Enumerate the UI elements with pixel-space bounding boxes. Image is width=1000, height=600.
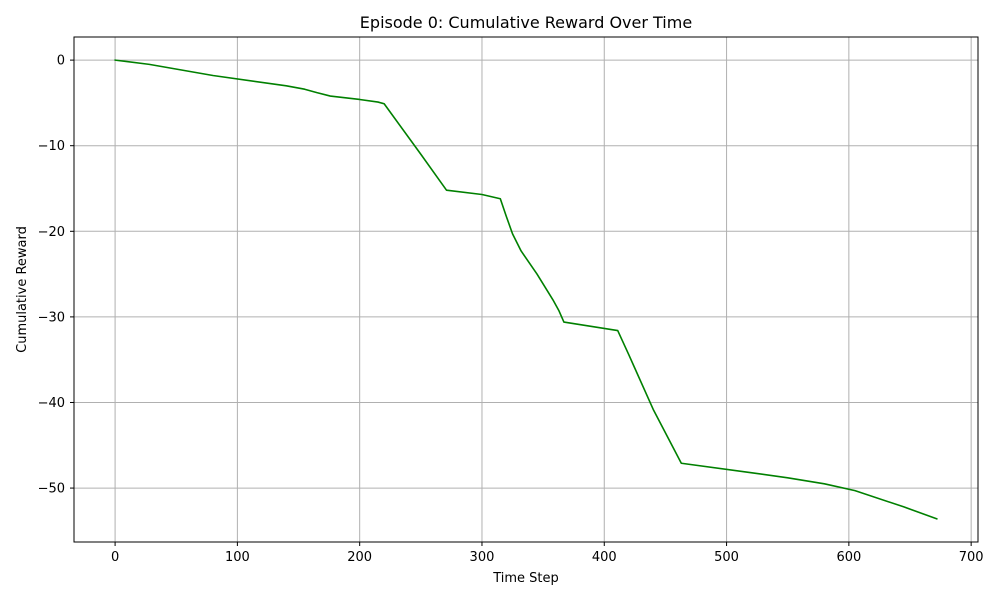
chart-title: Episode 0: Cumulative Reward Over Time bbox=[360, 13, 692, 32]
y-tick-label: −50 bbox=[38, 482, 65, 497]
x-tick-label: 100 bbox=[225, 550, 250, 565]
x-tick-label: 200 bbox=[347, 550, 372, 565]
x-axis-label: Time Step bbox=[492, 571, 559, 586]
x-tick-label: 600 bbox=[836, 550, 861, 565]
x-tick-label: 700 bbox=[959, 550, 984, 565]
ticks: 0 100 200 300 400 500 600 700 0 −10 −20 −30 −40 −50 bbox=[38, 54, 984, 565]
plot-area bbox=[114, 59, 938, 520]
y-axis-label: Cumulative Reward bbox=[15, 226, 30, 353]
grid bbox=[74, 37, 978, 542]
y-tick-label: −30 bbox=[38, 310, 65, 325]
y-tick-label: −20 bbox=[38, 225, 65, 240]
x-tick-label: 0 bbox=[111, 550, 119, 565]
y-tick-label: 0 bbox=[57, 54, 65, 69]
x-tick-label: 400 bbox=[592, 550, 617, 565]
series-line bbox=[114, 59, 938, 520]
x-tick-label: 500 bbox=[714, 550, 739, 565]
y-tick-label: −10 bbox=[38, 139, 65, 154]
x-tick-label: 300 bbox=[470, 550, 495, 565]
plot-frame bbox=[73, 36, 979, 543]
y-tick-label: −40 bbox=[38, 396, 65, 411]
